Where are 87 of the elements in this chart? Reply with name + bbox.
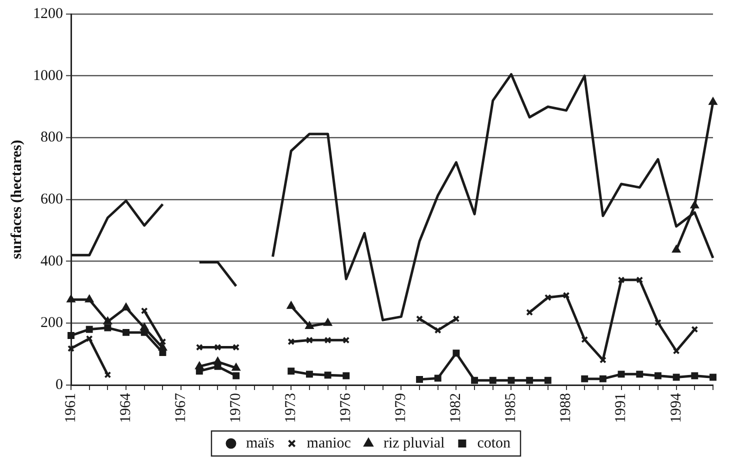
- point: [324, 318, 332, 326]
- point: [434, 374, 442, 382]
- point: [452, 350, 460, 357]
- point: [636, 276, 644, 284]
- point: [232, 363, 240, 371]
- point: [710, 374, 716, 381]
- y-tick-label: 400: [40, 253, 63, 270]
- x-tick-label: 1961: [62, 393, 79, 423]
- legend-label: coton: [477, 435, 512, 452]
- point: [544, 376, 552, 384]
- y-tick-label: 600: [40, 191, 63, 208]
- point: [672, 245, 680, 253]
- y-tick-label: 0: [56, 376, 63, 393]
- point: [562, 292, 570, 299]
- y-tick-label: 1000: [33, 68, 63, 84]
- legend-label: maïs: [246, 435, 274, 452]
- point: [158, 343, 167, 351]
- point: [196, 344, 203, 351]
- point: [85, 295, 94, 302]
- point: [544, 294, 552, 301]
- point: [122, 303, 130, 310]
- point: [452, 315, 460, 322]
- x-tick-label: 1994: [668, 392, 684, 423]
- point: [416, 315, 423, 322]
- point: [599, 356, 606, 364]
- point: [305, 322, 314, 330]
- point: [86, 326, 93, 333]
- x-tick-label: 1973: [283, 393, 300, 423]
- point: [159, 338, 166, 346]
- point: [654, 372, 662, 380]
- point: [195, 362, 204, 370]
- point: [324, 372, 332, 379]
- point: [140, 323, 148, 331]
- x-tick-label: 1979: [393, 393, 410, 423]
- point: [306, 336, 313, 344]
- point: [66, 295, 76, 302]
- point: [599, 375, 606, 382]
- legend-label: riz pluvial: [383, 435, 445, 452]
- point: [342, 336, 350, 344]
- y-axis-title: surfaces (hectares): [8, 140, 25, 260]
- point: [708, 98, 718, 105]
- point: [581, 336, 588, 344]
- point: [86, 335, 93, 342]
- point: [434, 326, 442, 334]
- point: [508, 376, 515, 384]
- point: [214, 357, 222, 365]
- point: [342, 372, 350, 380]
- x-tick-label: 1967: [172, 392, 189, 423]
- point: [214, 344, 222, 351]
- x-tick-label: 1985: [503, 393, 520, 423]
- y-tick-label: 800: [40, 130, 63, 146]
- point: [690, 201, 699, 208]
- point: [526, 376, 534, 384]
- point: [526, 308, 534, 316]
- point: [232, 372, 240, 380]
- x-tick-label: 1991: [613, 393, 630, 423]
- point: [324, 336, 332, 344]
- y-tick-label: 200: [40, 315, 63, 332]
- point: [104, 324, 112, 332]
- point: [489, 376, 496, 384]
- x-tick-label: 1982: [448, 393, 464, 423]
- point: [232, 344, 240, 351]
- x-tick-label: 1970: [228, 393, 244, 423]
- y-tick-label: 1200: [33, 6, 63, 22]
- point: [288, 368, 295, 375]
- point: [68, 332, 74, 340]
- point: [104, 317, 112, 324]
- point: [306, 370, 313, 378]
- point: [672, 374, 680, 381]
- point: [288, 338, 295, 346]
- point: [618, 370, 625, 378]
- point: [416, 376, 423, 383]
- point: [618, 276, 625, 284]
- x-tick-label: 1976: [338, 392, 354, 423]
- x-tick-label: 1988: [558, 393, 574, 423]
- x-tick-label: 1964: [118, 392, 134, 423]
- point: [691, 372, 698, 380]
- point: [140, 307, 148, 314]
- point: [672, 348, 680, 354]
- point: [636, 370, 644, 378]
- point: [287, 302, 296, 309]
- point: [581, 375, 588, 382]
- point: [122, 328, 130, 336]
- point: [104, 371, 112, 378]
- legend-label: manioc: [306, 435, 352, 452]
- point: [654, 319, 662, 326]
- point: [471, 376, 478, 384]
